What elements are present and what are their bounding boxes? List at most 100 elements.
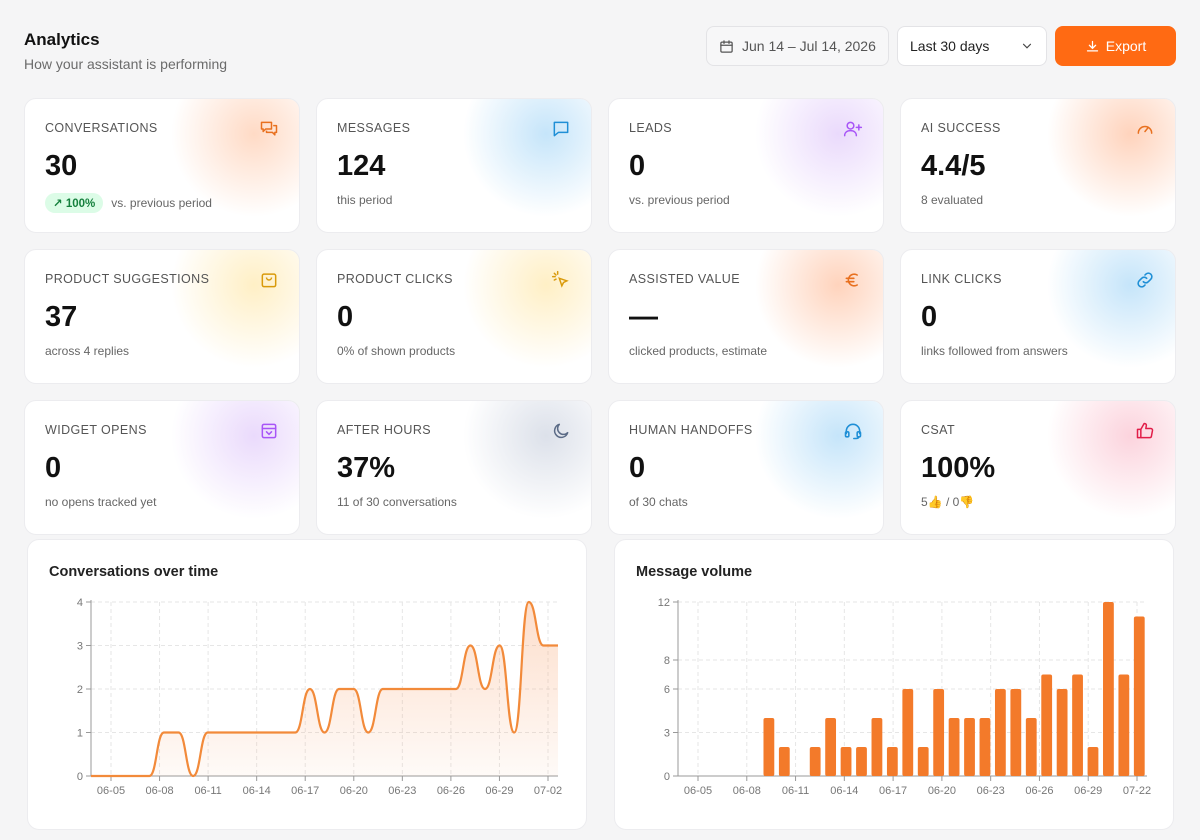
y-tick-label: 2 <box>77 684 83 696</box>
message-volume-bar-chart: 0 3 6 8 12 06-05 06-08 06-11 06-14 06-17 06-20 06-2… <box>658 597 1151 797</box>
card-conversations: CONVERSATIONS 30 ↗ 100% vs. previous peri… <box>24 98 300 233</box>
x-tick-label: 06-20 <box>340 785 368 797</box>
card-label: PRODUCT CLICKS <box>337 272 453 286</box>
card-value: 37 <box>45 301 78 333</box>
card-assisted-value: ASSISTED VALUE — clicked products, estim… <box>608 249 884 384</box>
period-select-value: Last 30 days <box>910 38 990 54</box>
card-ai-success: AI SUCCESS 4.4/5 8 evaluated <box>900 98 1176 233</box>
bar <box>1087 747 1099 776</box>
user-plus-icon <box>843 121 863 137</box>
card-value: 100% <box>921 452 996 484</box>
date-range-picker[interactable]: Jun 14 – Jul 14, 2026 <box>706 26 889 66</box>
card-value: 30 <box>45 150 78 182</box>
x-tick-label: 06-08 <box>145 785 173 797</box>
bar <box>763 718 775 776</box>
chevron-down-icon <box>1022 43 1032 49</box>
euro-icon <box>845 273 858 287</box>
card-value: 0 <box>629 150 646 182</box>
chat-bubbles-icon <box>260 121 278 136</box>
card-sub: vs. previous period <box>629 193 730 207</box>
x-tick-label: 06-29 <box>1074 785 1102 797</box>
bar <box>825 718 837 776</box>
y-tick-label: 6 <box>664 684 670 696</box>
bar <box>902 689 914 776</box>
card-label: AI SUCCESS <box>921 121 1001 135</box>
bar <box>917 747 929 776</box>
card-label: HUMAN HANDOFFS <box>629 423 753 437</box>
card-label: CONVERSATIONS <box>45 121 158 135</box>
x-tick-label: 06-14 <box>830 785 858 797</box>
message-square-icon <box>553 121 569 137</box>
page-subtitle: How your assistant is performing <box>24 56 228 72</box>
x-tick-label: 06-05 <box>684 785 712 797</box>
bar <box>1056 689 1068 776</box>
chart-title: Message volume <box>636 564 753 580</box>
period-select[interactable]: Last 30 days <box>897 26 1047 66</box>
x-tick-label: 06-23 <box>977 785 1005 797</box>
x-tick-label: 06-17 <box>291 785 319 797</box>
bar <box>886 747 898 776</box>
bar <box>1010 689 1022 776</box>
card-label: LINK CLICKS <box>921 272 1002 286</box>
x-tick-label: 07-02 <box>534 785 562 797</box>
card-sub: clicked products, estimate <box>629 344 768 358</box>
card-value: 4.4/5 <box>921 150 986 182</box>
x-tick-label: 06-05 <box>97 785 125 797</box>
y-tick-label: 8 <box>664 655 670 667</box>
bar <box>809 747 821 776</box>
card-label: AFTER HOURS <box>337 423 431 437</box>
card-sub: 8 evaluated <box>921 193 984 207</box>
bar <box>994 689 1006 776</box>
thumbs-up-icon <box>1136 422 1154 439</box>
card-sub: 5👍 / 0👎 <box>921 495 975 509</box>
card-csat: CSAT 100% 5👍 / 0👎 <box>900 400 1176 535</box>
card-value: 0 <box>337 301 354 333</box>
card-value: 37% <box>337 452 396 484</box>
card-sub: of 30 chats <box>629 495 688 509</box>
conversations-chart-card: Conversations over time 0 1 2 3 4 06-05 06-08 0… <box>27 539 587 830</box>
header-controls: Jun 14 – Jul 14, 2026 Last 30 days Expor… <box>706 26 1176 66</box>
card-value: 0 <box>629 452 646 484</box>
bar <box>840 747 852 776</box>
card-value: 0 <box>921 301 938 333</box>
y-tick-label: 12 <box>658 597 670 609</box>
card-label: ASSISTED VALUE <box>629 272 740 286</box>
page-header: Analytics How your assistant is performi… <box>24 26 1176 76</box>
calendar-icon <box>720 39 733 53</box>
series-line <box>91 600 558 778</box>
x-tick-label: 06-29 <box>485 785 513 797</box>
card-product-suggestions: PRODUCT SUGGESTIONS 37 across 4 replies <box>24 249 300 384</box>
export-button[interactable]: Export <box>1055 26 1176 66</box>
card-messages: MESSAGES 124 this period <box>316 98 592 233</box>
card-sub: links followed from answers <box>921 344 1068 358</box>
x-tick-label: 06-26 <box>437 785 465 797</box>
card-label: PRODUCT SUGGESTIONS <box>45 272 210 286</box>
card-value: — <box>629 301 658 333</box>
card-sub: vs. previous period <box>111 196 212 210</box>
bar <box>964 718 975 776</box>
card-value: 0 <box>45 452 62 484</box>
widget-box-icon <box>261 423 277 439</box>
bar <box>778 747 790 776</box>
x-tick-label: 06-20 <box>928 785 956 797</box>
y-tick-label: 0 <box>664 771 670 783</box>
card-product-clicks: PRODUCT CLICKS 0 0% of shown products <box>316 249 592 384</box>
link-icon <box>1137 272 1153 288</box>
card-after-hours: AFTER HOURS 37% 11 of 30 conversations <box>316 400 592 535</box>
bar <box>979 718 991 776</box>
x-tick-label: 06-23 <box>388 785 416 797</box>
y-tick-label: 1 <box>77 728 83 740</box>
card-value: 124 <box>337 150 386 182</box>
gauge-icon <box>1137 125 1153 134</box>
bar <box>933 689 945 776</box>
card-human-handoffs: HUMAN HANDOFFS 0 of 30 chats <box>608 400 884 535</box>
conversations-line-chart: 0 1 2 3 4 06-05 06-08 06-11 06-14 06-17 06-20 06-23… <box>77 597 562 797</box>
trend-badge: ↗ 100% <box>45 193 104 213</box>
cursor-click-icon <box>551 270 569 288</box>
shopping-bag-icon <box>261 273 277 288</box>
bar <box>1103 602 1114 776</box>
y-tick-label: 4 <box>77 597 83 609</box>
bar <box>948 718 960 776</box>
bar <box>1072 674 1083 776</box>
x-tick-label: 07-22 <box>1123 785 1151 797</box>
